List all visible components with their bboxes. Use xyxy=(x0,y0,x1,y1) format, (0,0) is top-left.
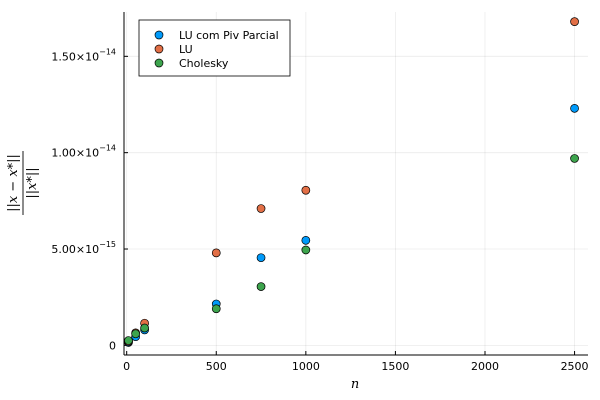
point-lu-com-piv-parcial xyxy=(256,253,266,263)
point-cholesky xyxy=(570,154,579,163)
x-tick-label: 1000 xyxy=(292,360,320,373)
point-lu xyxy=(570,17,579,26)
y-tick-label: 5.00×10−15 xyxy=(51,240,116,256)
point-cholesky xyxy=(140,323,149,333)
point-lu xyxy=(256,204,266,213)
y-tick-mantissa: 0 xyxy=(109,339,116,352)
x-ticks: 0 500 1000 1500 2000 2500 xyxy=(123,351,589,373)
x-tick-label: 1500 xyxy=(381,360,409,373)
y-tick-exponent: −15 xyxy=(99,240,116,249)
y-tick-mantissa: 1.00×10 xyxy=(51,147,99,160)
point-lu-com-piv-parcial xyxy=(570,103,579,113)
grid xyxy=(124,12,588,355)
y-ticks: 05.00×10−151.00×10−141.50×10−14 xyxy=(51,47,128,352)
x-tick-label: 2000 xyxy=(471,360,499,373)
legend-box xyxy=(138,19,291,77)
point-cholesky xyxy=(124,336,133,345)
y-tick-label: 1.50×10−14 xyxy=(51,47,116,63)
x-tick-label: 2500 xyxy=(561,360,589,373)
legend-label-lu: LU xyxy=(179,43,193,56)
point-cholesky xyxy=(131,329,140,339)
legend-label-lu-com-piv-parcial: LU com Piv Parcial xyxy=(179,29,279,42)
point-lu-com-piv-parcial xyxy=(301,235,311,245)
x-tick-label: 0 xyxy=(123,360,130,373)
y-tick-label: 0 xyxy=(109,339,116,352)
x-axis-label: n xyxy=(351,377,359,392)
legend-marker-cholesky xyxy=(154,58,164,68)
point-lu xyxy=(301,185,311,195)
legend-marker-lu xyxy=(154,44,164,54)
legend-label-cholesky: Cholesky xyxy=(179,57,229,70)
point-lu xyxy=(211,248,221,258)
y-axis-numerator: ||x − x*|| xyxy=(6,154,21,212)
point-cholesky xyxy=(301,245,311,255)
y-tick-exponent: −14 xyxy=(99,47,116,56)
y-tick-mantissa: 5.00×10 xyxy=(51,243,99,256)
point-cholesky xyxy=(256,282,266,291)
y-tick-exponent: −14 xyxy=(99,144,116,153)
legend-marker-lu-com-piv-parcial xyxy=(154,30,164,40)
point-cholesky xyxy=(211,304,221,314)
y-tick-mantissa: 1.50×10 xyxy=(51,50,99,63)
y-axis-denominator: ||x*|| xyxy=(25,167,40,198)
axes xyxy=(123,12,588,356)
y-axis-label: ||x − x*|| ||x*|| xyxy=(6,151,40,215)
data-points xyxy=(124,17,579,347)
y-tick-label: 1.00×10−14 xyxy=(51,144,116,160)
x-tick-label: 500 xyxy=(206,360,227,373)
